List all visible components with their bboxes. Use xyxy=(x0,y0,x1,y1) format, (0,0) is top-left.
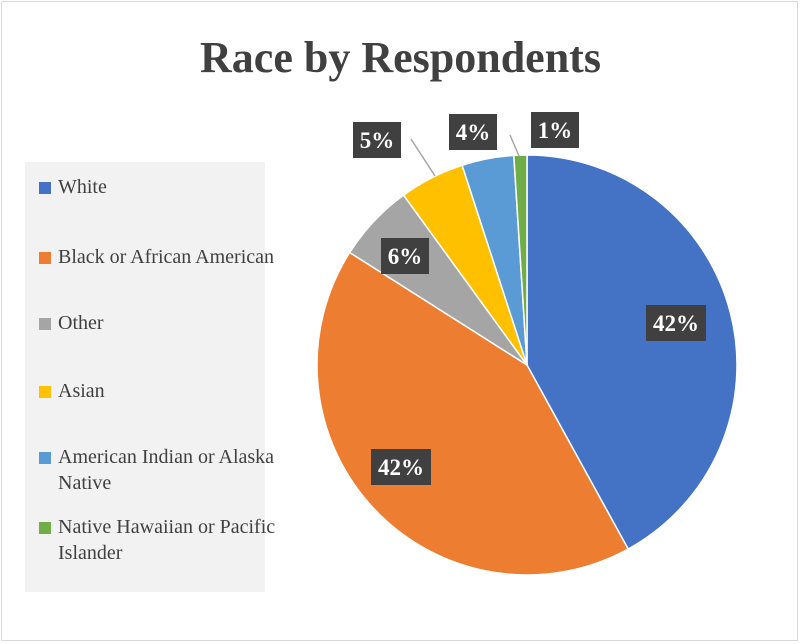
legend-swatch-black xyxy=(39,252,51,264)
legend-label-other: Other xyxy=(58,312,104,334)
legend: White Black or African American Other As… xyxy=(25,162,275,592)
legend-swatch-native-hawaiian xyxy=(39,522,51,534)
data-label-box-white xyxy=(646,305,706,341)
data-label-asian: 5% xyxy=(353,122,401,158)
legend-label-white: White xyxy=(58,176,107,198)
legend-label-asian: Asian xyxy=(58,380,105,402)
data-label-box-native-hawaiian xyxy=(531,112,579,148)
legend-swatch-american-indian xyxy=(39,452,51,464)
data-label-box-black xyxy=(371,449,431,485)
legend-swatch-asian xyxy=(39,386,51,398)
data-label-text-white: 42% xyxy=(653,311,699,336)
data-label-box-other xyxy=(381,238,429,274)
data-label-american-indian: 4% xyxy=(449,114,497,150)
legend-label-american-indian: American Indian or Alaska Native xyxy=(58,446,275,494)
data-label-text-asian: 5% xyxy=(360,128,395,153)
legend-item-other: Other xyxy=(37,310,283,336)
data-label-text-other: 6% xyxy=(388,244,423,269)
data-label-box-asian xyxy=(353,122,401,158)
data-label-native-hawaiian: 1% xyxy=(531,112,579,148)
data-label-box-american-indian xyxy=(449,114,497,150)
legend-swatch-other xyxy=(39,318,51,330)
legend-label-native-hawaiian: Native Hawaiian or Pacific Islander xyxy=(58,516,276,564)
pie-slice-native-hawaiian xyxy=(513,154,528,366)
chart-title: Race by Respondents xyxy=(200,33,601,82)
data-labels: 42% 42% 6% 5% 4% 1% xyxy=(353,112,706,485)
pie-slice-black xyxy=(316,251,630,576)
legend-item-native-hawaiian: Native Hawaiian or Pacific Islander xyxy=(37,514,283,566)
legend-item-black: Black or African American xyxy=(37,244,283,270)
leader-line-asian xyxy=(410,138,436,177)
legend-label-black: Black or African American xyxy=(58,246,275,268)
data-label-text-american-indian: 4% xyxy=(456,120,491,145)
pie-slices xyxy=(316,154,738,576)
legend-item-white: White xyxy=(37,174,283,200)
legend-item-american-indian: American Indian or Alaska Native xyxy=(37,444,283,496)
data-label-text-native-hawaiian: 1% xyxy=(538,118,573,143)
pie-slice-white xyxy=(526,154,738,551)
leader-line-native-hawaiian xyxy=(509,134,520,157)
data-label-text-black: 42% xyxy=(378,455,424,480)
data-label-white: 42% xyxy=(646,305,706,341)
data-label-other: 6% xyxy=(381,238,429,274)
legend-item-asian: Asian xyxy=(37,378,283,404)
data-label-black: 42% xyxy=(371,449,431,485)
legend-swatch-white xyxy=(39,182,51,194)
